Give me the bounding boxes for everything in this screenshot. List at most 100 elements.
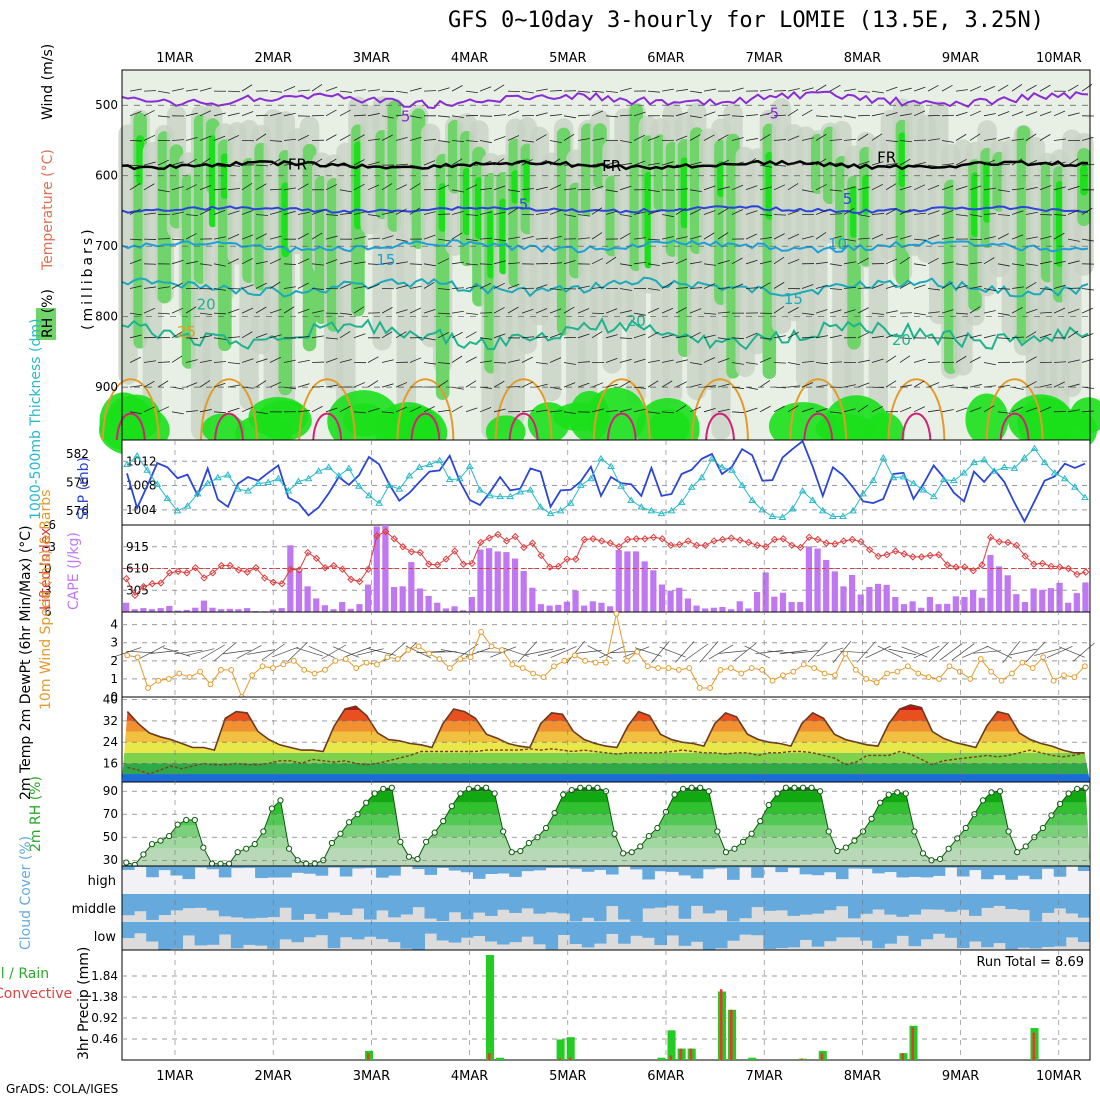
wind-speed-marker [1029,665,1036,671]
wind-barb [633,333,646,339]
wind-barb [157,238,171,240]
wind-barb [857,90,870,93]
cloud-cover-bar [472,922,486,936]
rh-marker [234,849,241,856]
rh-marker [268,805,276,812]
wind-barb [255,411,268,415]
contour-label: 25 [177,323,196,341]
contour-label: FR [288,155,307,173]
thickness-marker [465,462,474,469]
cape-bar [1039,589,1046,612]
lifted-index-marker [165,569,174,577]
wind-barb [507,359,520,363]
wind-barb [829,334,842,339]
wind-barb [577,114,590,117]
wind-barb [857,307,869,314]
cape-bar [425,595,432,612]
lifted-index-marker [986,533,995,542]
wind-barb [423,160,436,166]
wind-speed-marker [998,677,1005,684]
rh-marker [1056,800,1064,807]
wind-barb [675,112,688,117]
cape-bar [1065,602,1072,612]
wind-barb [185,410,198,413]
wind-barb [409,263,423,265]
wind-barb [759,260,772,265]
wind-barb [787,306,799,314]
cape-bar [650,570,657,612]
cloud-cover-bar [255,866,268,879]
wind-barb [241,358,254,363]
wind-barb [255,260,268,265]
wind-barb [1025,186,1038,191]
cloud-cover-bar [702,894,716,914]
wind-barb [213,642,236,662]
wind-barb [633,237,646,240]
temperature-label: Temperature (°C) [40,149,56,271]
lifted-index-marker [1004,538,1012,547]
lifted-index-marker [278,580,286,588]
wind-barb [983,385,996,388]
wind-barb [703,407,716,413]
rh-marker [500,828,507,835]
wind-speed-marker [436,656,443,662]
wind-barb [465,380,477,388]
wind-barb [899,406,912,413]
wind-barb [493,238,506,242]
wind-speed-marker [290,657,297,664]
thickness-marker [929,492,938,500]
wind-barb [356,648,384,656]
wind-barb [703,357,716,363]
lifted-index-marker [736,536,744,544]
temperature-contour [121,205,1089,214]
wind-barb [465,238,478,242]
wind-barb [843,261,856,265]
wind-speed-marker [988,668,995,675]
wind-speed-marker [1071,674,1078,681]
wind-barb [409,164,422,168]
cloud-cover-bar [1077,866,1091,872]
cloud-cover-bar [739,866,752,868]
wind-barb [1067,112,1080,117]
cloud-cover-bar [1029,866,1043,880]
wind-barb [535,336,548,339]
rh-bright-band [1017,397,1074,449]
wind-barb [227,90,241,93]
wind-barb [199,263,212,266]
wind-barb [1067,209,1080,215]
precip-total-bar [486,955,495,1060]
temperature-contour [396,378,455,441]
wind-barb [185,306,197,314]
wind-barb [857,257,869,265]
wind-barb [661,261,674,265]
chart-title: GFS 0~10day 3-hourly for LOMIE (13.5E, 3… [448,8,1045,33]
wind-speed-marker [1019,659,1026,666]
wind-barb [647,331,659,339]
wind-barb [759,89,772,92]
cloud-cover-bar [642,922,655,938]
rh-marker [1048,812,1055,819]
wind-barb [311,84,323,92]
thickness-marker [1060,474,1069,482]
thickness-marker [768,512,777,519]
wind-barb [255,358,268,363]
cape-bar [416,588,424,612]
wind-barb [913,263,926,266]
wind-barb [773,214,787,216]
wind-speed-marker [717,666,724,673]
rh-axis-label: 2m RH (%) [28,776,44,852]
lifted-index-marker [442,555,450,563]
thickness-marker [365,491,373,499]
cloud-cover-bar [569,866,583,869]
cloud-cover-bar [799,866,813,875]
wind-barb [997,84,1009,92]
cloud-cover-bar [388,922,401,943]
y-tick-label: 32 [103,714,118,728]
cloud-cover-bar [969,866,982,871]
lifted-index-marker [511,532,519,541]
rh-marker [782,784,789,791]
cloud-cover-bar [811,922,825,947]
wind-barb [647,238,660,241]
wind-barb [969,85,982,92]
wind-barb [525,648,554,656]
